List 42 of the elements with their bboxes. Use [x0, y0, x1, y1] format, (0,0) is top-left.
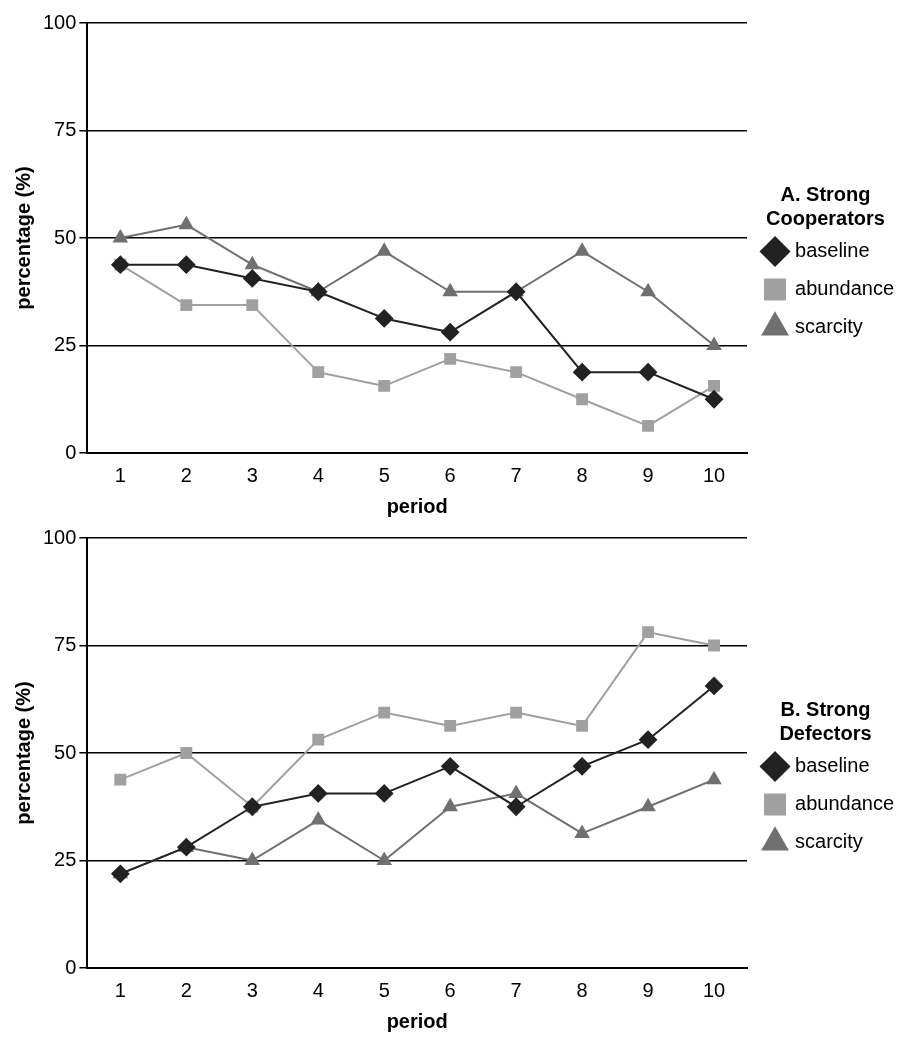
x-tick-label: 3 — [246, 978, 258, 1001]
y-axis-title: percentage (%) — [11, 681, 34, 825]
x-tick-label: 9 — [642, 978, 654, 1001]
x-tick-label: 2 — [180, 978, 192, 1001]
x-tick-label: 7 — [510, 978, 522, 1001]
y-tick-label: 75 — [54, 118, 77, 141]
y-axis-title: percentage (%) — [11, 166, 34, 310]
x-tick-label: 9 — [642, 463, 654, 486]
y-tick-label: 50 — [54, 225, 77, 248]
x-tick-label: 8 — [576, 463, 588, 486]
x-tick-label: 3 — [246, 463, 258, 486]
y-tick-label: 25 — [54, 848, 77, 871]
y-tick-label: 0 — [65, 440, 77, 463]
y-tick-label: 75 — [54, 633, 77, 656]
y-tick-label: 100 — [42, 525, 77, 548]
x-axis-title: period — [386, 1009, 448, 1032]
legend-title: B. Strong Defectors — [779, 698, 872, 745]
x-tick-label: 8 — [576, 978, 588, 1001]
legend-title: A. Strong Cooperators — [766, 183, 885, 230]
x-tick-label: 5 — [378, 978, 390, 1001]
x-axis-title: period — [386, 494, 448, 517]
x-tick-label: 1 — [114, 978, 126, 1001]
x-tick-label: 7 — [510, 463, 522, 486]
x-tick-label: 4 — [312, 978, 324, 1001]
y-tick-label: 25 — [54, 333, 77, 356]
legend-label: baseline — [795, 239, 870, 262]
x-tick-label: 10 — [702, 978, 726, 1001]
x-tick-label: 2 — [180, 463, 192, 486]
x-tick-label: 6 — [444, 978, 456, 1001]
legend-label: scarcity — [795, 830, 863, 853]
x-tick-label: 1 — [114, 463, 126, 486]
x-tick-label: 10 — [702, 463, 726, 486]
legend-label: abundance — [795, 277, 894, 300]
legend-label: baseline — [795, 754, 870, 777]
y-tick-label: 50 — [54, 740, 77, 763]
legend-label: abundance — [795, 792, 894, 815]
x-tick-label: 5 — [378, 463, 390, 486]
legend-label: scarcity — [795, 315, 863, 338]
x-tick-label: 4 — [312, 463, 324, 486]
x-tick-label: 6 — [444, 463, 456, 486]
y-tick-label: 0 — [65, 955, 77, 978]
y-tick-label: 100 — [42, 10, 77, 33]
